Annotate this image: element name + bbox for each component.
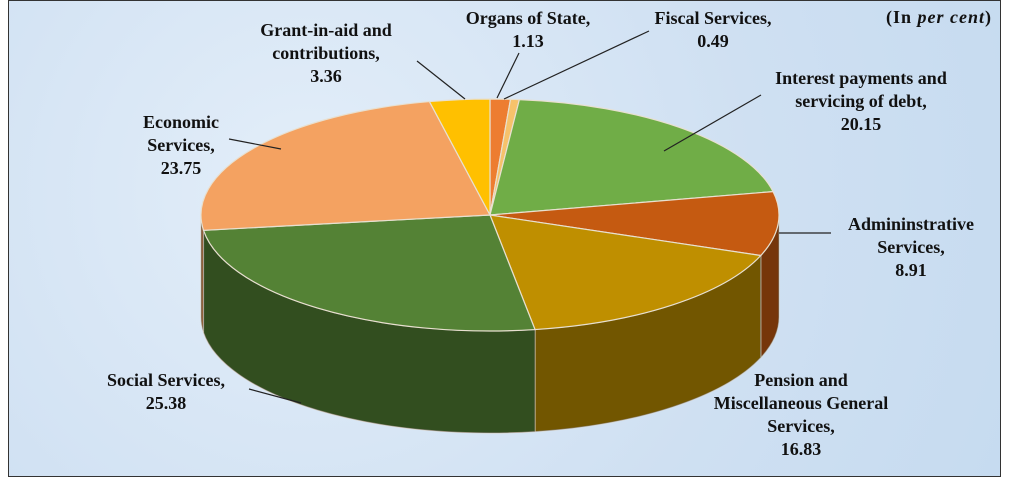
slice-side-shade	[535, 255, 761, 432]
slice	[489, 214, 763, 331]
category-label: Social Services,	[107, 370, 225, 390]
slice-side-shade	[203, 230, 536, 433]
slice-label: Grant-in-aid and contributions, 3.36	[226, 19, 426, 88]
leader-line	[496, 52, 520, 99]
category-label: Interest payments and servicing of debt,	[775, 68, 947, 111]
pie-chart	[200, 30, 831, 434]
slice-label: Interest payments and servicing of debt,…	[761, 67, 961, 136]
category-label: Economic Services,	[143, 112, 219, 155]
category-label: Admininstrative Services,	[848, 214, 974, 257]
value-label: 0.49	[697, 31, 729, 51]
note-suffix: )	[985, 7, 992, 27]
slice-label: Fiscal Services, 0.49	[628, 7, 798, 53]
slice	[202, 214, 536, 332]
slice-side-shade	[201, 215, 204, 333]
category-label: Organs of State,	[465, 8, 591, 28]
slice	[428, 98, 491, 216]
slice-label: Social Services, 25.38	[66, 369, 266, 415]
value-label: 16.83	[780, 439, 822, 459]
slice	[489, 98, 775, 216]
value-label: 25.38	[145, 393, 187, 413]
slice-label: Organs of State, 1.13	[443, 7, 613, 53]
leader-line	[663, 94, 762, 152]
slice	[489, 190, 780, 257]
leader-line	[228, 138, 282, 150]
leader-line	[248, 388, 302, 404]
leader-line	[416, 60, 466, 100]
leader-line	[503, 30, 650, 100]
value-label: 1.13	[512, 31, 544, 51]
slice-label: Pension and Miscellaneous General Servic…	[701, 369, 901, 461]
note-emphasis: per cent	[917, 7, 985, 27]
note-prefix: (In	[886, 7, 913, 27]
value-label: 8.91	[895, 260, 927, 280]
category-label: Grant-in-aid and contributions,	[260, 20, 392, 63]
unit-note: (In per cent)	[886, 7, 992, 28]
value-label: 20.15	[840, 114, 882, 134]
value-label: 23.75	[160, 158, 202, 178]
category-label: Pension and Miscellaneous General Servic…	[713, 370, 889, 436]
slice-label: Economic Services, 23.75	[111, 111, 251, 180]
slice-label: Admininstrative Services, 8.91	[826, 213, 996, 282]
chart: (In per cent) Organs of State, 1.13 Fiscal…	[8, 0, 1001, 477]
value-label: 3.36	[310, 66, 342, 86]
category-label: Fiscal Services,	[654, 8, 772, 28]
slice	[200, 100, 491, 231]
